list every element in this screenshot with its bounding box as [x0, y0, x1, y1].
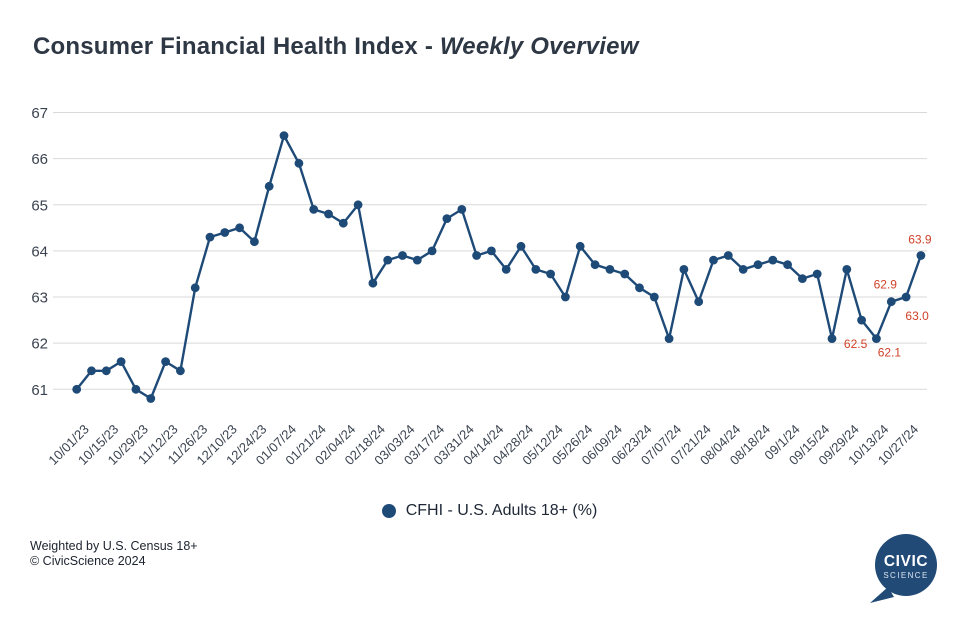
data-point	[709, 255, 718, 265]
data-point	[590, 260, 600, 270]
data-point	[783, 260, 792, 270]
line-chart: 6162636465666710/01/2310/15/2310/29/2311…	[31, 105, 932, 468]
logo-bubble-tail	[870, 587, 894, 603]
data-point	[442, 214, 452, 224]
data-point	[472, 251, 481, 260]
chart-title-emphasis: Weekly Overview	[439, 33, 639, 60]
y-tick-label: 66	[31, 151, 48, 168]
legend: CFHI - U.S. Adults 18+ (%)	[0, 502, 979, 520]
data-point	[279, 131, 289, 141]
footer-weighting-note: Weighted by U.S. Census 18+	[30, 539, 198, 553]
data-point	[664, 334, 674, 343]
logo-text-science: SCIENCE	[883, 571, 928, 580]
civicscience-logo: CIVIC SCIENCE	[870, 534, 937, 603]
data-point	[324, 209, 333, 219]
data-point	[605, 265, 615, 274]
series-line	[75, 134, 923, 400]
point-annotation: 62.1	[878, 346, 902, 360]
data-point	[649, 292, 659, 302]
data-point	[146, 394, 156, 403]
data-point	[250, 237, 259, 247]
legend-label: CFHI - U.S. Adults 18+ (%)	[405, 502, 598, 519]
data-point	[768, 255, 778, 265]
data-point	[264, 181, 274, 191]
data-point	[427, 246, 437, 256]
data-point	[309, 205, 319, 214]
data-point	[398, 251, 407, 260]
footer-copyright: © CivicScience 2024	[30, 554, 146, 568]
data-point	[812, 269, 822, 279]
point-annotation: 62.9	[874, 278, 898, 292]
logo-bubble	[875, 534, 937, 596]
data-point	[916, 251, 926, 260]
data-point	[87, 366, 96, 376]
data-point	[101, 366, 111, 376]
y-tick-label: 62	[31, 336, 48, 353]
data-point	[457, 205, 467, 214]
legend-marker-icon	[381, 504, 396, 518]
data-point	[220, 228, 230, 237]
data-point	[72, 384, 82, 394]
data-point	[901, 292, 911, 302]
data-point	[620, 269, 630, 279]
data-point	[368, 278, 378, 288]
data-point	[205, 232, 215, 242]
data-point	[383, 255, 393, 265]
data-point	[798, 274, 807, 283]
data-point	[131, 384, 141, 394]
data-point	[190, 283, 200, 293]
data-point	[116, 357, 126, 366]
y-tick-label: 67	[31, 105, 48, 122]
data-point	[235, 223, 245, 233]
footer: Weighted by U.S. Census 18+ © CivicScien…	[30, 539, 198, 569]
data-point	[723, 251, 733, 260]
data-point	[338, 218, 348, 228]
data-point	[501, 265, 511, 274]
data-point	[294, 158, 304, 168]
data-point	[516, 241, 526, 251]
data-point	[753, 260, 763, 270]
point-annotation: 63.0	[905, 309, 929, 323]
data-point	[561, 292, 570, 302]
point-annotation: 62.5	[844, 337, 868, 351]
y-tick-label: 64	[31, 243, 48, 260]
y-tick-label: 63	[31, 290, 48, 307]
chart-title-main: Consumer Financial Health Index -	[33, 33, 440, 60]
data-point	[738, 265, 748, 274]
data-point	[546, 269, 555, 279]
data-point	[857, 315, 866, 325]
data-point	[872, 334, 881, 343]
data-point	[412, 255, 422, 265]
data-point	[635, 283, 644, 293]
point-annotation: 63.9	[908, 233, 932, 247]
data-point	[679, 265, 689, 274]
data-point	[827, 334, 837, 343]
logo-text-civic: CIVIC	[884, 553, 928, 570]
data-point	[176, 366, 185, 376]
data-point	[886, 297, 896, 307]
chart-title: Consumer Financial Health Index - Weekly…	[33, 33, 639, 61]
data-point	[575, 241, 585, 251]
data-point	[694, 297, 704, 307]
y-tick-label: 65	[31, 197, 48, 214]
data-point	[842, 265, 852, 274]
data-point	[487, 246, 496, 256]
data-point	[161, 357, 171, 366]
y-tick-label: 61	[31, 382, 48, 399]
data-point	[531, 265, 541, 274]
data-point	[353, 200, 363, 210]
